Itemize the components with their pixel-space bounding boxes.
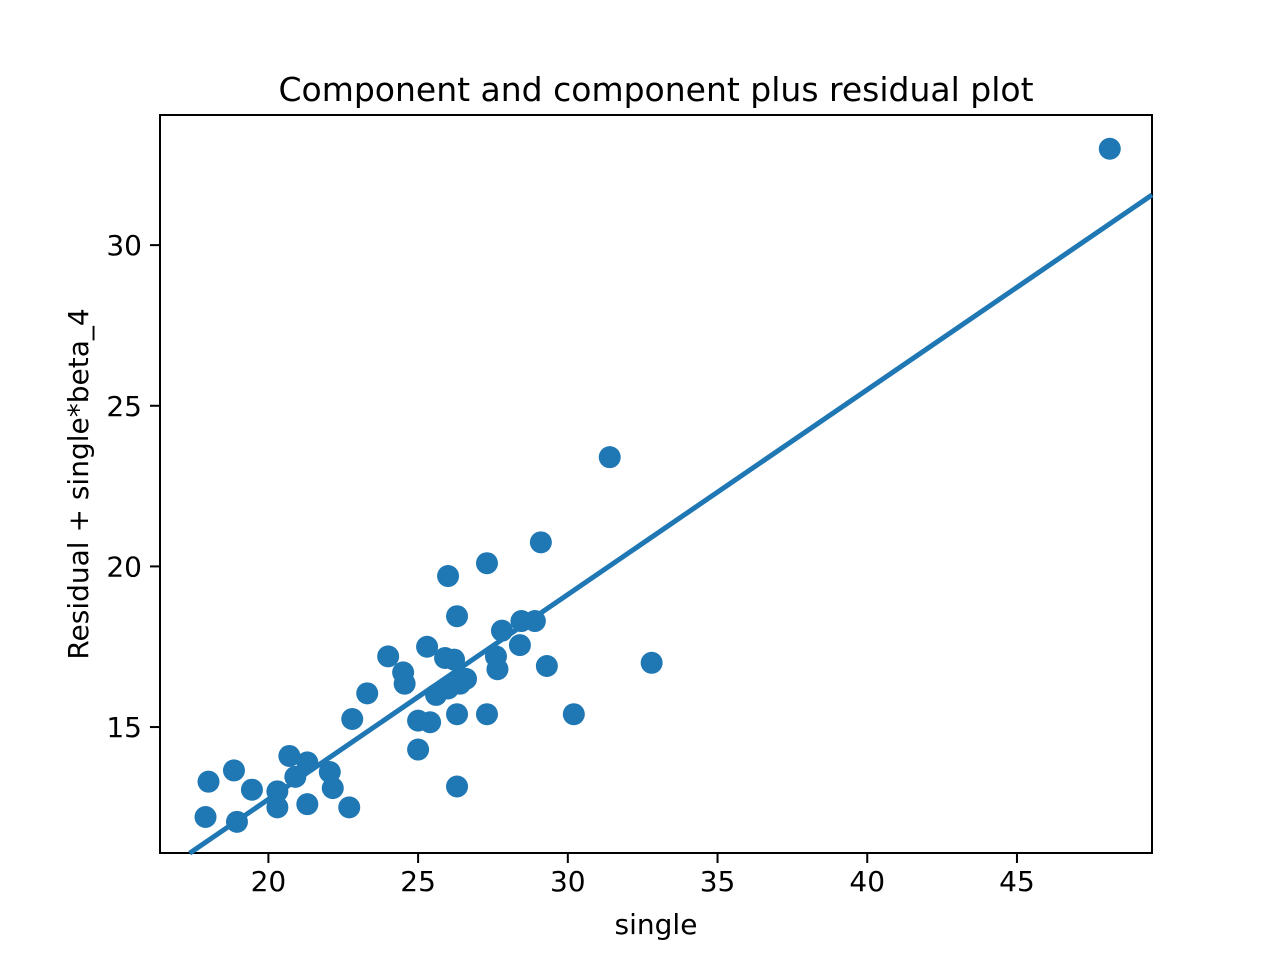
data-point: [284, 765, 307, 788]
data-point: [640, 651, 663, 674]
x-tick-label: 25: [400, 865, 436, 898]
regression-line: [188, 192, 1154, 856]
data-point: [266, 780, 289, 803]
x-tick-label: 40: [849, 865, 885, 898]
data-point: [598, 446, 621, 469]
scatter-points: [194, 137, 1121, 833]
y-axis-ticks: 15 20 25 30: [106, 229, 160, 744]
fit-line-segment: [188, 192, 1154, 856]
data-point: [446, 775, 469, 798]
data-point: [475, 703, 498, 726]
data-point: [278, 744, 301, 767]
data-point: [1098, 137, 1121, 160]
data-point: [455, 667, 478, 690]
x-tick-label: 35: [700, 865, 736, 898]
x-tick-label: 45: [999, 865, 1035, 898]
x-tick-label: 20: [251, 865, 287, 898]
y-tick-label: 25: [106, 390, 142, 423]
data-point: [437, 565, 460, 588]
y-tick-label: 30: [106, 229, 142, 262]
data-point: [296, 793, 319, 816]
data-point: [508, 634, 531, 657]
data-point: [341, 708, 364, 731]
data-point: [296, 751, 319, 774]
data-point: [486, 658, 509, 681]
data-point: [338, 796, 361, 819]
data-point: [356, 682, 379, 705]
y-tick-label: 15: [106, 711, 142, 744]
data-point: [240, 778, 263, 801]
data-point: [535, 655, 558, 678]
plot-area: [159, 114, 1153, 854]
data-point: [266, 796, 289, 819]
data-point: [377, 645, 400, 668]
data-point: [407, 738, 430, 761]
data-point: [197, 770, 220, 793]
x-axis-label: single: [615, 908, 698, 941]
data-point: [523, 610, 546, 633]
data-point: [225, 810, 248, 833]
data-point: [416, 635, 439, 658]
data-point: [419, 711, 442, 734]
data-point: [529, 531, 552, 554]
data-point: [194, 806, 217, 829]
x-axis-ticks: 20 25 30 35 40 45: [251, 853, 1035, 898]
data-point: [443, 648, 466, 671]
data-point: [475, 552, 498, 575]
data-point: [222, 759, 245, 782]
data-point: [321, 777, 344, 800]
chart-title: Component and component plus residual pl…: [278, 70, 1033, 109]
y-axis-label: Residual + single*beta_4: [62, 308, 95, 659]
data-point: [490, 619, 513, 642]
x-tick-label: 30: [550, 865, 586, 898]
data-point: [446, 703, 469, 726]
data-point: [446, 605, 469, 628]
data-point: [562, 703, 585, 726]
data-point: [393, 672, 416, 695]
y-tick-label: 20: [106, 550, 142, 583]
